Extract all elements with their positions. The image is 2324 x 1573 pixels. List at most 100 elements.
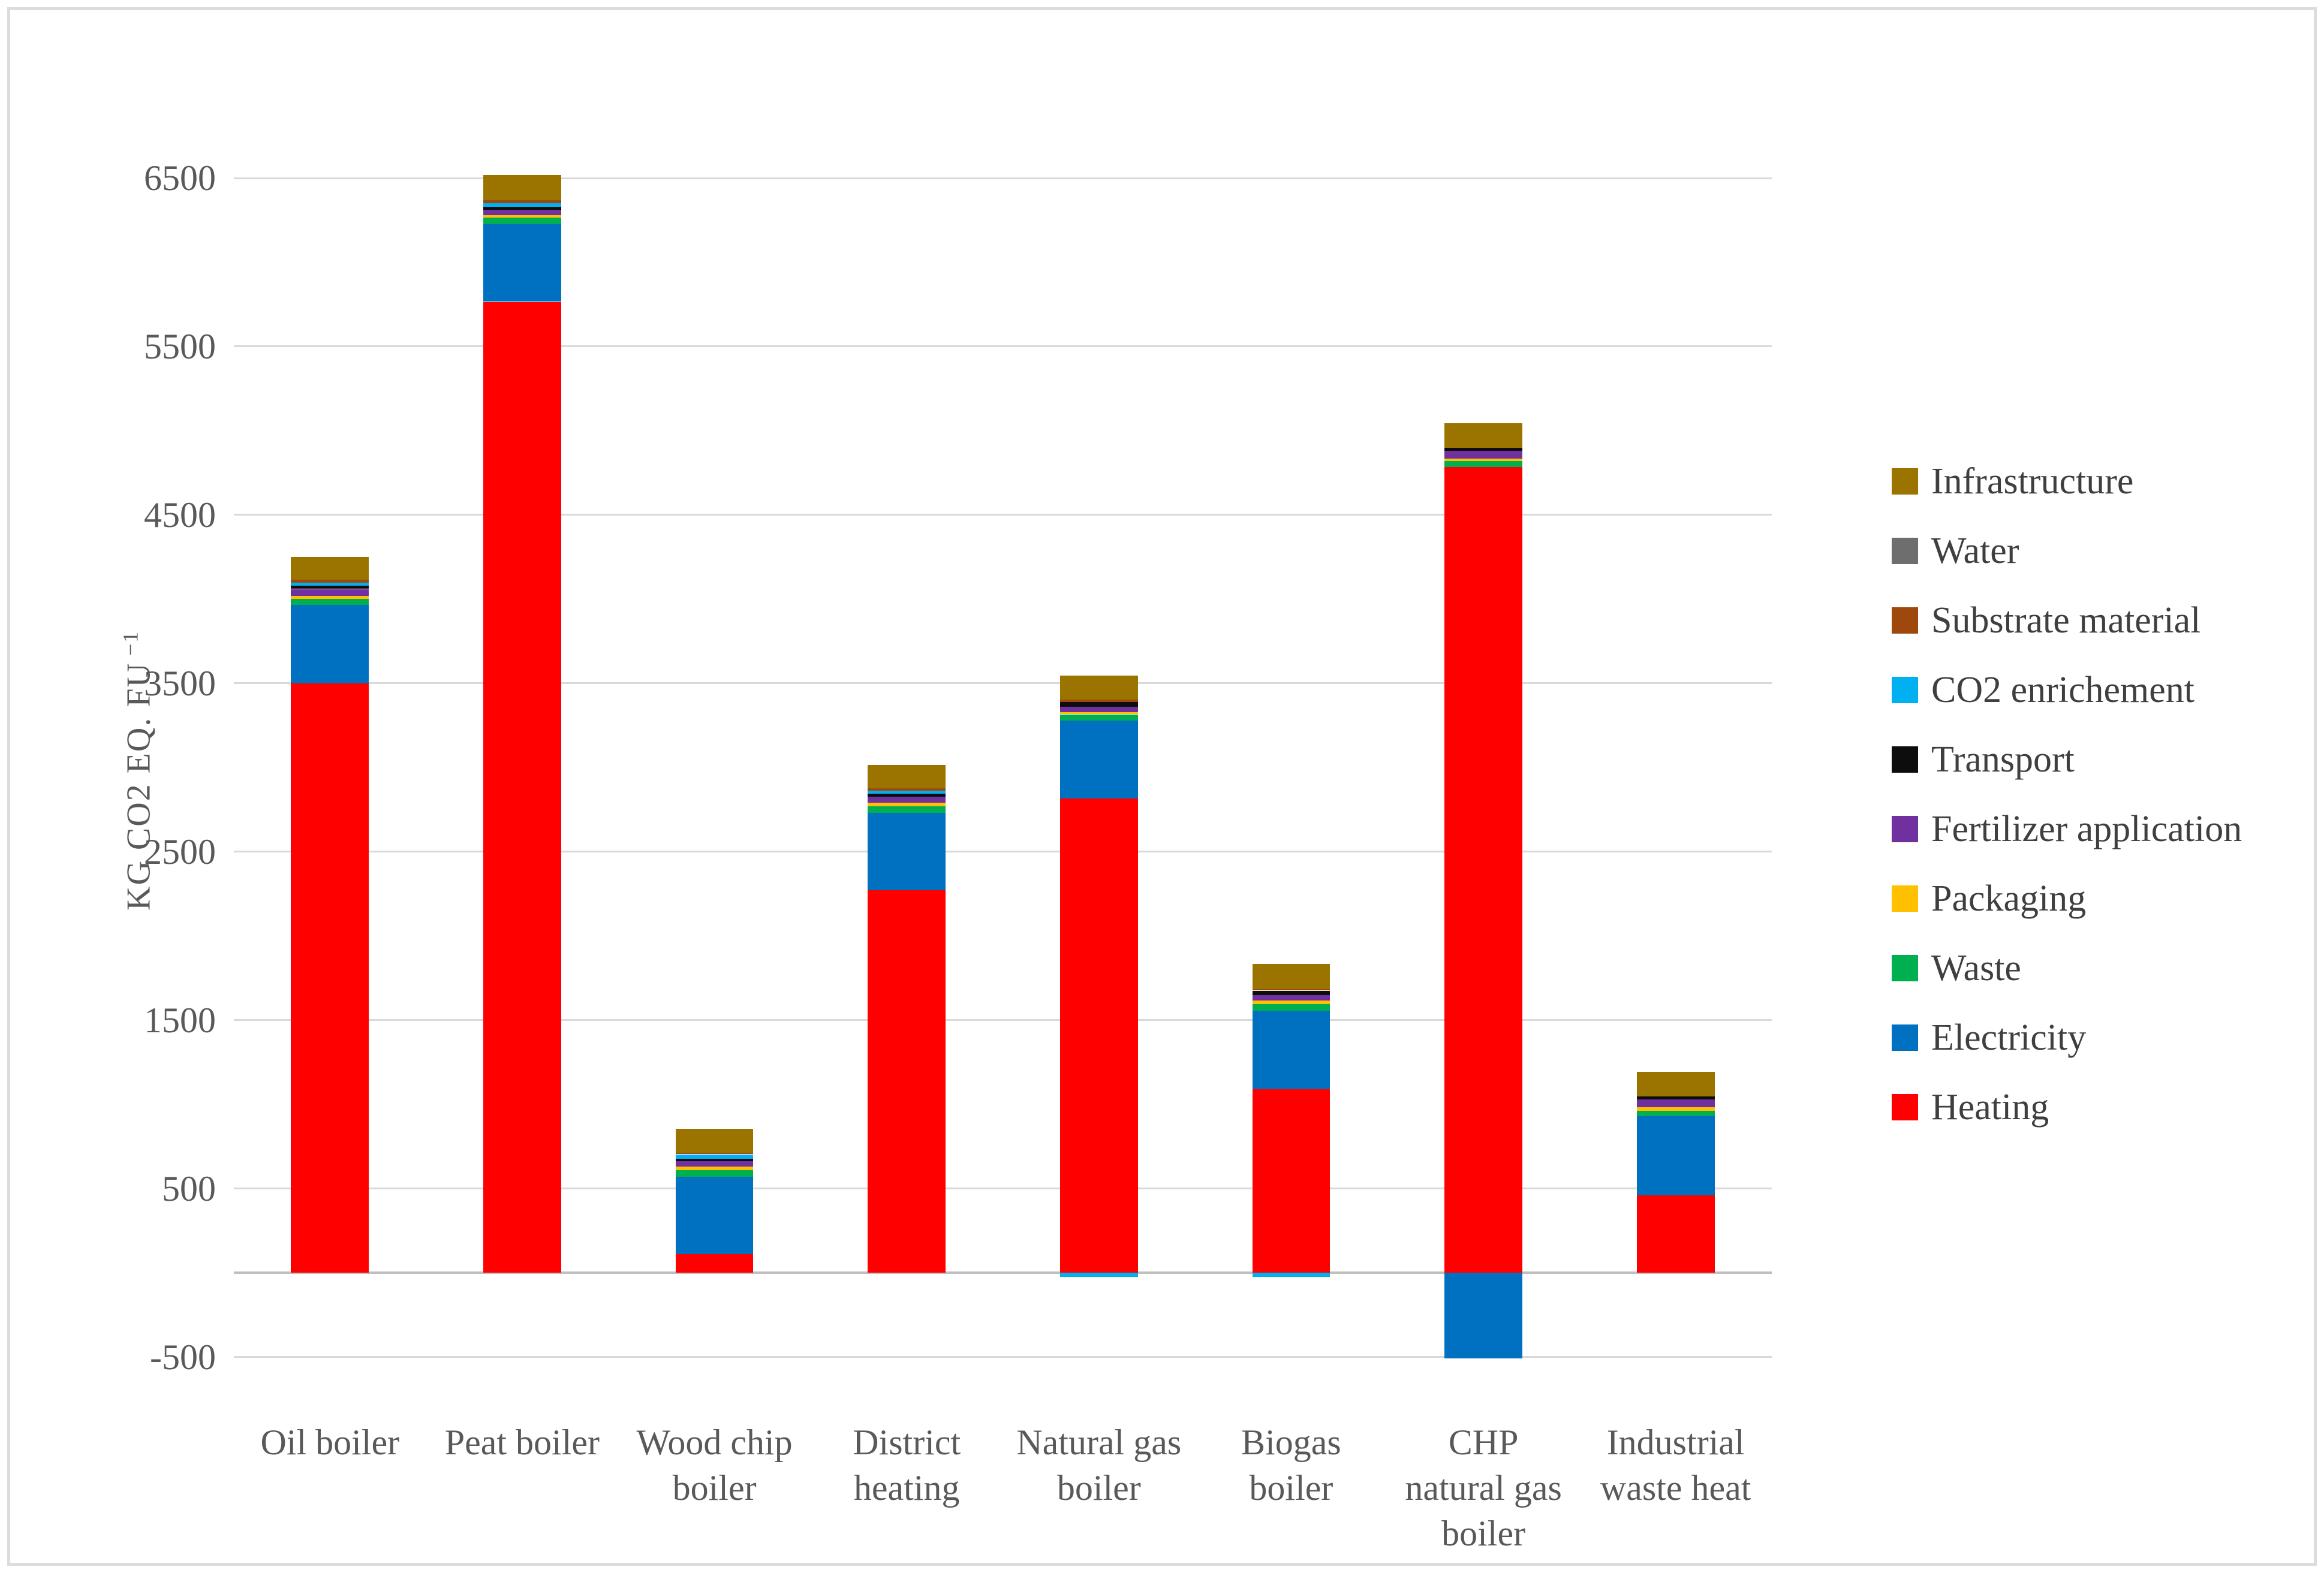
- legend-swatch-icon: [1892, 1024, 1918, 1051]
- legend-label: Transport: [1931, 739, 2075, 780]
- bar-segment-substrate-material: [868, 788, 946, 791]
- y-tick-label: 3500: [144, 663, 216, 703]
- bar-segment-transport: [291, 586, 369, 589]
- bar-segment-packaging: [675, 1167, 754, 1170]
- legend-swatch-icon: [1892, 955, 1918, 981]
- legend-label: Electricity: [1931, 1017, 2087, 1058]
- bar-segment-transport: [868, 794, 946, 797]
- bar-segment-packaging: [868, 802, 946, 807]
- legend-swatch-icon: [1892, 1094, 1918, 1120]
- bar-segment-infrastructure: [1636, 1072, 1715, 1096]
- bar-segment-infrastructure: [1252, 963, 1330, 989]
- bar-segment-co2-enrichement: [675, 1154, 754, 1159]
- bar-segment-infrastructure: [675, 1129, 754, 1153]
- y-tick-label: 1500: [144, 1000, 216, 1040]
- y-axis-title: KG CO2 EQ. FU−1: [118, 471, 158, 1070]
- gridline-1500: [234, 1019, 1772, 1021]
- legend-swatch-icon: [1892, 538, 1918, 564]
- legend-swatch-icon: [1892, 885, 1918, 912]
- bar-segment-electricity: [1444, 1273, 1522, 1359]
- bar-segment-co2-enrichement: [483, 203, 561, 207]
- bar-segment-fertilizer-application: [1252, 995, 1330, 1001]
- bar-segment-fertilizer-application: [1444, 451, 1522, 459]
- legend-label: Substrate material: [1931, 600, 2201, 641]
- y-tick-label: 2500: [144, 831, 216, 872]
- bar-segment-co2-enrichement: [1252, 1273, 1330, 1277]
- bar-segment-electricity: [483, 224, 561, 302]
- category-label: Oil boiler: [260, 1423, 400, 1462]
- category-label: Biogas boiler: [1241, 1423, 1341, 1508]
- bar-segment-waste: [675, 1170, 754, 1177]
- bar-segment-substrate-material: [291, 579, 369, 583]
- bar-segment-packaging: [1252, 1001, 1330, 1004]
- category-label: Wood chip boiler: [636, 1423, 793, 1508]
- bar-segment-electricity: [1636, 1116, 1715, 1195]
- legend-label: Packaging: [1931, 878, 2087, 919]
- legend-swatch-icon: [1892, 816, 1918, 842]
- legend-label: Waste: [1931, 948, 2021, 989]
- bar-segment-transport: [483, 207, 561, 210]
- x-axis-line: [234, 1271, 1772, 1274]
- category-label: Peat boiler: [444, 1423, 600, 1462]
- legend-swatch-icon: [1892, 746, 1918, 773]
- legend-swatch-icon: [1892, 468, 1918, 495]
- legend-label: Fertilizer application: [1931, 809, 2242, 849]
- bar-segment-waste: [1059, 714, 1138, 721]
- y-tick-label: 6500: [144, 158, 216, 198]
- bar-segment-electricity: [291, 605, 369, 683]
- bar-segment-fertilizer-application: [483, 210, 561, 215]
- y-tick-label: 500: [162, 1168, 216, 1209]
- bar-segment-co2-enrichement: [291, 583, 369, 586]
- bar-segment-substrate-material: [483, 200, 561, 203]
- legend-swatch-icon: [1892, 677, 1918, 703]
- category-label: CHP natural gas boiler: [1405, 1423, 1562, 1553]
- bar-segment-heating: [1252, 1089, 1330, 1273]
- bar-segment-co2-enrichement: [868, 791, 946, 794]
- bar-segment-packaging: [1444, 458, 1522, 461]
- bar-segment-waste: [1444, 461, 1522, 467]
- category-label: Industrial waste heat: [1600, 1423, 1751, 1508]
- bar-segment-substrate-material: [1059, 700, 1138, 703]
- legend-swatch-icon: [1892, 607, 1918, 634]
- figure-border: [7, 7, 2317, 1566]
- bar-segment-transport: [1252, 990, 1330, 995]
- bar-segment-substrate-material: [675, 1152, 754, 1155]
- bar-segment-electricity: [1252, 1011, 1330, 1089]
- y-axis-title-exponent: −1: [118, 630, 143, 656]
- gridline-6500: [234, 177, 1772, 179]
- category-label: District heating: [853, 1423, 961, 1508]
- bar-segment-infrastructure: [868, 765, 946, 789]
- bar-segment-heating: [1444, 466, 1522, 1273]
- bar-segment-infrastructure: [1444, 423, 1522, 448]
- bar-segment-fertilizer-application: [675, 1161, 754, 1167]
- gridline--500: [234, 1356, 1772, 1358]
- bar-segment-fertilizer-application: [291, 589, 369, 596]
- legend-label: CO2 enrichement: [1931, 670, 2195, 710]
- y-tick-label: -500: [150, 1337, 216, 1377]
- gridline-2500: [234, 851, 1772, 853]
- bar-segment-transport: [1444, 448, 1522, 451]
- legend-label: Heating: [1931, 1087, 2049, 1128]
- bar-segment-electricity: [1059, 721, 1138, 799]
- bar-segment-waste: [291, 599, 369, 605]
- bar-segment-infrastructure: [291, 556, 369, 580]
- bar-segment-electricity: [868, 813, 946, 891]
- bar-segment-electricity: [675, 1176, 754, 1255]
- gridline-500: [234, 1188, 1772, 1190]
- gridline-3500: [234, 682, 1772, 685]
- bar-segment-packaging: [291, 595, 369, 599]
- bar-segment-heating: [483, 302, 561, 1273]
- bar-segment-fertilizer-application: [1636, 1099, 1715, 1107]
- bar-segment-co2-enrichement: [1059, 1273, 1138, 1277]
- y-tick-label: 5500: [144, 326, 216, 366]
- bar-segment-waste: [483, 218, 561, 225]
- y-tick-label: 4500: [144, 495, 216, 535]
- bar-segment-heating: [291, 683, 369, 1273]
- bar-segment-packaging: [483, 215, 561, 218]
- bar-segment-heating: [1636, 1195, 1715, 1273]
- bar-segment-packaging: [1059, 712, 1138, 715]
- gridline-5500: [234, 345, 1772, 348]
- bar-segment-heating: [1059, 798, 1138, 1273]
- bar-segment-infrastructure: [483, 174, 561, 201]
